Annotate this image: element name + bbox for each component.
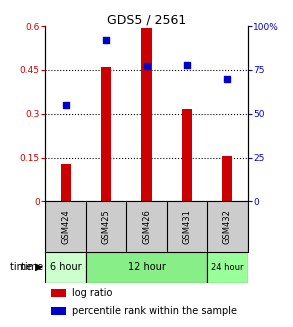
Point (63, 102, 68, 108)
Text: time: time (21, 262, 46, 272)
Text: log ratio: log ratio (72, 288, 112, 298)
Bar (207, 251, 248, 283)
Point (225, 76, 230, 81)
Bar (52, 289, 66, 297)
Point (104, 38, 108, 43)
Bar (222, 156, 232, 201)
Bar (86, 251, 207, 283)
Text: 24 hour: 24 hour (211, 263, 243, 272)
Title: GDS5 / 2561: GDS5 / 2561 (107, 13, 186, 26)
Text: GSM432: GSM432 (223, 209, 232, 244)
Bar (182, 110, 192, 201)
Text: GSM426: GSM426 (142, 209, 151, 244)
Bar (61, 164, 71, 201)
Text: 12 hour: 12 hour (127, 262, 166, 272)
Bar (142, 27, 151, 201)
Bar (52, 306, 66, 315)
Bar (101, 67, 111, 201)
Point (185, 62, 189, 67)
Text: percentile rank within the sample: percentile rank within the sample (72, 306, 237, 316)
Text: time ▶: time ▶ (10, 262, 42, 272)
Text: 6 hour: 6 hour (50, 262, 81, 272)
Text: GSM431: GSM431 (183, 209, 191, 244)
Text: GSM424: GSM424 (61, 209, 70, 244)
Text: GSM425: GSM425 (102, 209, 110, 244)
Bar (45, 251, 86, 283)
Point (144, 64, 149, 69)
